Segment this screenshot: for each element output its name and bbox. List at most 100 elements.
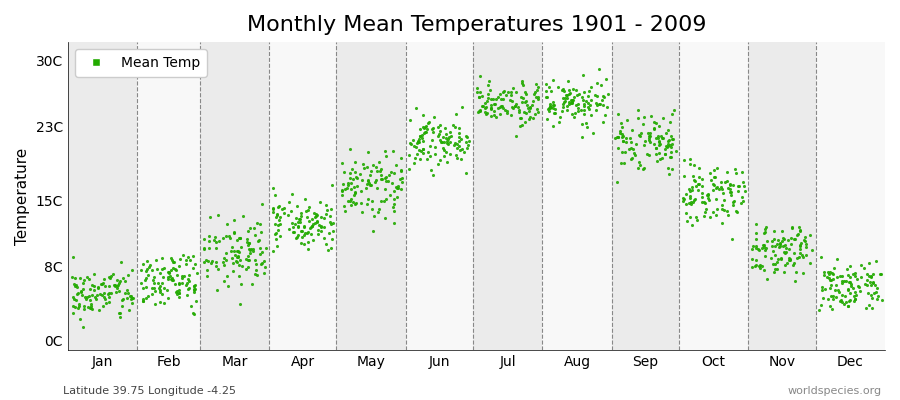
Point <box>424 167 438 174</box>
Point <box>85 282 99 288</box>
Point <box>470 89 484 95</box>
Point <box>522 116 536 122</box>
Point <box>560 107 574 114</box>
Point <box>310 213 324 219</box>
Point <box>793 250 807 257</box>
Point <box>76 306 91 312</box>
Point <box>350 182 365 189</box>
Point <box>421 118 436 125</box>
Point <box>803 232 817 238</box>
Bar <box>68 42 137 350</box>
Point <box>658 150 672 157</box>
Point <box>450 145 464 152</box>
Point <box>230 247 245 254</box>
Point <box>655 115 670 121</box>
Point <box>461 142 475 148</box>
Point <box>653 132 668 139</box>
Point <box>276 209 291 216</box>
Point <box>243 225 257 232</box>
Point <box>619 138 634 145</box>
Point <box>833 296 848 303</box>
Point <box>248 267 263 273</box>
Point <box>546 77 561 83</box>
Point <box>723 186 737 192</box>
Point <box>506 85 520 92</box>
Point <box>512 109 526 116</box>
Point <box>752 247 766 254</box>
Point <box>412 133 427 139</box>
Point <box>216 235 230 242</box>
Point <box>230 247 245 254</box>
Point <box>770 259 784 265</box>
Point <box>528 89 543 95</box>
Point <box>338 202 352 209</box>
Point <box>577 89 591 95</box>
Point <box>231 253 246 260</box>
Point <box>123 293 138 300</box>
Point <box>734 194 749 200</box>
Point <box>589 100 603 106</box>
Point <box>316 234 330 241</box>
Point <box>812 307 826 313</box>
Point <box>814 302 828 308</box>
Point <box>227 228 241 235</box>
Point <box>234 281 248 287</box>
Point <box>443 129 457 136</box>
Point <box>630 106 644 113</box>
Point <box>749 245 763 251</box>
Point <box>521 105 535 111</box>
Point <box>782 257 796 264</box>
Point <box>364 206 379 212</box>
Point <box>489 95 503 102</box>
Point <box>599 104 614 110</box>
Point <box>82 276 96 282</box>
Point <box>697 198 711 205</box>
Point <box>563 100 578 106</box>
Point <box>680 218 694 224</box>
Point <box>642 151 656 158</box>
Point <box>581 106 596 112</box>
Point <box>647 125 662 131</box>
Point <box>710 165 724 171</box>
Point <box>164 276 178 282</box>
Point <box>426 125 440 131</box>
Point <box>271 204 285 210</box>
Point <box>197 258 211 265</box>
Point <box>200 273 214 280</box>
Point <box>625 126 639 133</box>
Point <box>860 290 875 296</box>
Point <box>843 283 858 289</box>
Point <box>745 256 760 262</box>
Point <box>494 103 508 110</box>
Point <box>841 266 855 273</box>
Point <box>392 184 406 191</box>
Point <box>725 181 740 188</box>
Point <box>745 264 760 270</box>
Point <box>322 230 337 236</box>
Point <box>554 86 569 93</box>
Point <box>452 130 466 136</box>
Point <box>291 224 305 230</box>
Point <box>112 310 126 316</box>
Point <box>757 244 771 250</box>
Point <box>519 102 534 108</box>
Point <box>632 132 646 138</box>
Point <box>757 267 771 273</box>
Point <box>559 92 573 98</box>
Point <box>600 90 615 97</box>
Point <box>610 178 625 185</box>
Point <box>793 242 807 248</box>
Point <box>389 162 403 168</box>
Point <box>483 112 498 119</box>
Point <box>795 252 809 258</box>
Point <box>102 299 116 305</box>
Point <box>67 303 81 310</box>
Point <box>412 133 427 139</box>
Point <box>161 269 176 275</box>
Point <box>120 287 134 293</box>
Point <box>314 224 328 230</box>
Point <box>731 182 745 189</box>
Point <box>725 199 740 205</box>
Point <box>626 146 640 152</box>
Point <box>500 110 515 116</box>
